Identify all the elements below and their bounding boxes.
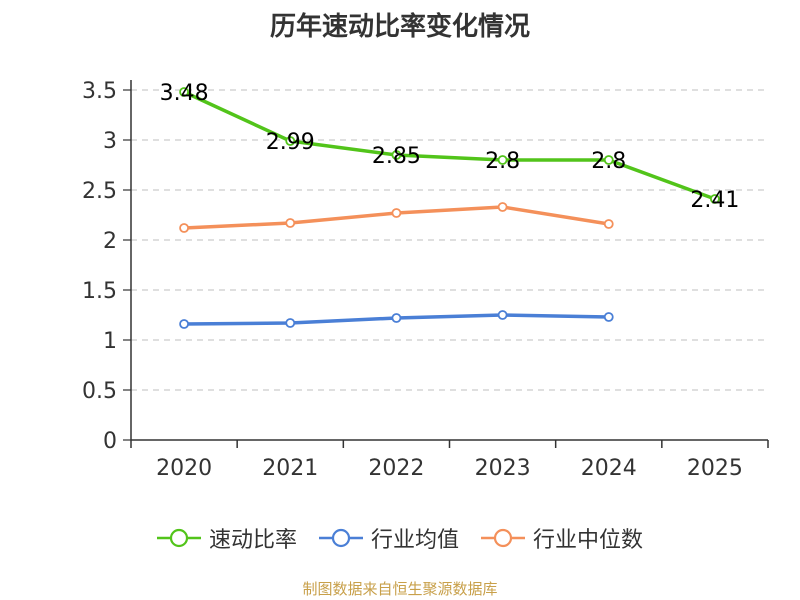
- data-point: [497, 310, 508, 320]
- data-labels: 3.48 2.99 2.85 2.8 2.8 2.41: [160, 81, 740, 213]
- x-tick-label: 2023: [475, 456, 531, 481]
- data-point: [497, 202, 508, 212]
- x-tick-label: 2021: [262, 456, 318, 481]
- data-label: 3.48: [160, 81, 209, 106]
- data-point: [179, 319, 189, 329]
- data-label: 2.99: [266, 130, 315, 155]
- data-point: [603, 219, 614, 229]
- legend-label: 速动比率: [208, 528, 297, 553]
- x-tick-label: 2022: [368, 456, 424, 481]
- data-point: [285, 136, 296, 146]
- series-line: [182, 90, 717, 201]
- legend: 速动比率 行业均值 行业中位数: [0, 518, 800, 558]
- y-tick-label: 3: [103, 129, 117, 154]
- legend-item[interactable]: 速动比率: [156, 522, 297, 554]
- data-point: [603, 312, 614, 322]
- axes: 0 0.5 1 1.5 2 2.5 3 3.5 2020 2021 2022 2023 2024 2025: [82, 79, 769, 481]
- chart-title: 历年速动比率变化情况: [269, 12, 530, 42]
- legend-swatch-icon: [481, 528, 525, 548]
- y-tick-label: 3.5: [82, 79, 117, 104]
- data-point: [179, 223, 189, 233]
- data-point: [391, 208, 402, 218]
- legend-label: 行业均值: [370, 528, 459, 553]
- y-tick-label: 1: [103, 329, 117, 354]
- y-tick-label: 2: [103, 229, 117, 254]
- y-tick-label: 0.5: [82, 379, 117, 404]
- x-tick-label: 2020: [156, 456, 212, 481]
- source-note: 制图数据来自恒生聚源数据库: [302, 580, 498, 598]
- data-label: 2.41: [690, 188, 739, 213]
- data-point: [391, 313, 402, 323]
- series: [179, 87, 720, 329]
- data-point: [710, 194, 720, 204]
- data-point: [603, 155, 614, 165]
- x-tick-label: 2024: [581, 456, 637, 481]
- legend-label: 行业中位数: [533, 528, 644, 553]
- data-point: [285, 318, 296, 328]
- data-point: [285, 218, 296, 228]
- x-tick-label: 2025: [687, 456, 743, 481]
- legend-swatch-icon: [156, 528, 201, 548]
- legend-item[interactable]: 行业均值: [318, 522, 459, 554]
- data-point: [497, 155, 508, 165]
- legend-swatch-icon: [318, 528, 363, 548]
- data-point: [391, 150, 402, 160]
- y-tick-label: 2.5: [82, 179, 117, 204]
- data-point: [179, 87, 189, 97]
- y-tick-label: 0: [103, 429, 117, 454]
- y-tick-label: 1.5: [82, 279, 117, 304]
- data-label: 2.8: [485, 149, 520, 174]
- data-label: 2.85: [372, 144, 421, 169]
- grid-lines: [131, 89, 768, 391]
- data-label: 2.8: [591, 149, 626, 174]
- legend-item[interactable]: 行业中位数: [481, 522, 643, 554]
